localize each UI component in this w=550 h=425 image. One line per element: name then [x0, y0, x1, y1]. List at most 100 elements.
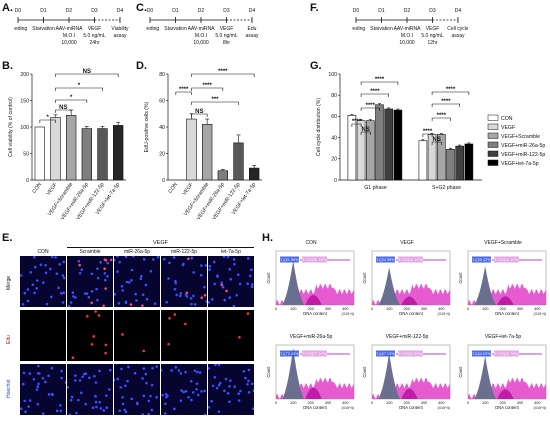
microscopy-image	[20, 310, 66, 361]
flow-title: VEGF+Scramble	[484, 240, 522, 246]
cell-nucleus	[142, 258, 146, 261]
cell-nucleus	[192, 271, 195, 274]
cell-nucleus	[36, 385, 40, 389]
flow-xtick-label: 300	[421, 401, 427, 405]
cell-nucleus	[121, 396, 124, 399]
cell-nucleus	[237, 392, 240, 396]
timeline-f-step-3: VEGF	[426, 26, 440, 32]
flow-xtick-label: 100	[386, 307, 392, 311]
cell-nucleus	[247, 391, 251, 394]
cell-nucleus	[211, 384, 215, 388]
cell-nucleus	[124, 410, 128, 414]
flow-sg2-label-bg	[302, 350, 327, 357]
chart-d-ytick-label: 80	[159, 72, 165, 78]
flow-sg2-label-bg	[398, 350, 423, 357]
cell-nucleus	[130, 268, 134, 272]
chart-d-sig-label: ****	[179, 87, 189, 93]
chart-b-sig-bracket	[39, 119, 56, 123]
cell-nucleus	[172, 256, 176, 259]
cell-nucleus	[64, 381, 66, 384]
cell-nucleus	[132, 256, 135, 258]
chart-g-sig-bracket	[431, 91, 470, 95]
cell-nucleus	[47, 374, 50, 378]
cell-nucleus	[47, 393, 51, 396]
cell-nucleus	[93, 374, 96, 378]
chart-d-bar	[249, 167, 260, 181]
cell-nucleus	[50, 392, 54, 396]
chart-d-sig-label: ****	[202, 83, 212, 89]
cell-nucleus	[94, 400, 98, 404]
flow-sg2-label-bg	[398, 256, 423, 263]
cell-nucleus	[170, 369, 173, 372]
flow-xtick-label: 0	[275, 307, 277, 311]
cell-nucleus	[173, 313, 177, 316]
flow-histogram: G1(54.38%) S+G2(43.14%) 0 100 200 300 400 DNA c…	[362, 250, 451, 316]
cell-nucleus	[98, 400, 101, 404]
cell-nucleus	[233, 262, 236, 266]
flow-xtick-label: 200	[307, 401, 313, 405]
chart-g-sig-bracket	[360, 93, 389, 97]
cell-nucleus	[149, 394, 152, 398]
chart-g-sig-bracket	[360, 131, 371, 135]
timeline-c-day-1: D1	[172, 8, 179, 14]
timeline-c-step-0: Seeding	[146, 26, 159, 32]
flow-g1-label: G1(55.42%)	[471, 258, 492, 262]
cell-nucleus	[82, 372, 86, 376]
chart-g-sig-label: ****	[375, 77, 385, 83]
cell-nucleus	[78, 263, 81, 267]
flow-g2-peak	[497, 389, 514, 399]
cell-nucleus	[251, 283, 254, 286]
timeline-f-day-2: D2	[404, 8, 411, 14]
cell-nucleus	[144, 283, 148, 287]
flow-g1-label: G1(72.43%)	[279, 352, 300, 356]
chart-b-sig-label: *	[46, 115, 49, 121]
chart-g-ytick-label: 100	[328, 72, 337, 78]
cell-nucleus	[50, 256, 54, 259]
chart-d-bar	[202, 124, 213, 181]
flow-xlabel: DNA content	[399, 405, 423, 410]
cell-nucleus	[208, 405, 211, 409]
cell-nucleus	[147, 412, 151, 415]
panel-letter-e: E.	[2, 232, 13, 244]
timeline-a-day-1: D1	[40, 8, 47, 14]
chart-b-xtick-label: VEGF	[46, 182, 59, 197]
flow-ylabel: Count	[458, 366, 463, 378]
chart-b-xtick-label: CON	[31, 182, 43, 195]
cell-nucleus	[37, 364, 40, 368]
cell-nucleus	[195, 382, 199, 385]
microscopy-col-label: miR-122-5p	[170, 249, 198, 255]
microscopy-cells	[121, 333, 146, 353]
cell-nucleus	[41, 412, 45, 415]
flow-sg2-label: S+G2(36.74%)	[302, 258, 328, 262]
cell-nucleus	[165, 300, 168, 304]
flow-histogram: G1(55.42%) S+G2(43.10%) 0 100 200 300 400 DNA c…	[458, 250, 547, 316]
microscopy-image	[208, 364, 254, 415]
cell-nucleus	[195, 387, 198, 391]
timeline-a-step-0: Seeding	[14, 26, 27, 32]
cell-nucleus	[105, 406, 109, 410]
cell-nucleus	[130, 278, 133, 282]
flow-xtick-label: 0	[371, 307, 373, 311]
cell-nucleus	[114, 293, 116, 296]
cell-nucleus	[77, 259, 81, 263]
chart-g-ytick-label: 0	[334, 178, 337, 184]
cell-nucleus	[44, 271, 48, 275]
chart-d-ytick-label: 0	[162, 178, 165, 184]
cell-nucleus	[182, 390, 186, 394]
flow-histogram: G1(67.13%) S+G2(32.53%) 0 100 200 300 400 DNA c…	[362, 344, 451, 410]
timeline-f-sub-2: 5.0 ng/mL	[421, 33, 443, 39]
chart-d-bar	[233, 142, 244, 181]
microscopy-col-label: CON	[37, 249, 49, 255]
microscopy-cells	[238, 312, 250, 339]
timeline-a-day-3: D3	[91, 8, 98, 14]
cell-nucleus	[61, 301, 65, 304]
timeline-a-step-1: Starvation	[32, 26, 55, 32]
microscopy-image	[114, 364, 160, 415]
flow-xunit: (X10^4)	[342, 406, 354, 410]
cell-nucleus	[32, 378, 36, 381]
timeline-f-step-1: Starvation	[370, 26, 393, 32]
cell-nucleus	[74, 374, 77, 377]
cell-nucleus	[26, 299, 30, 303]
chart-g-legend-swatch	[487, 123, 499, 130]
